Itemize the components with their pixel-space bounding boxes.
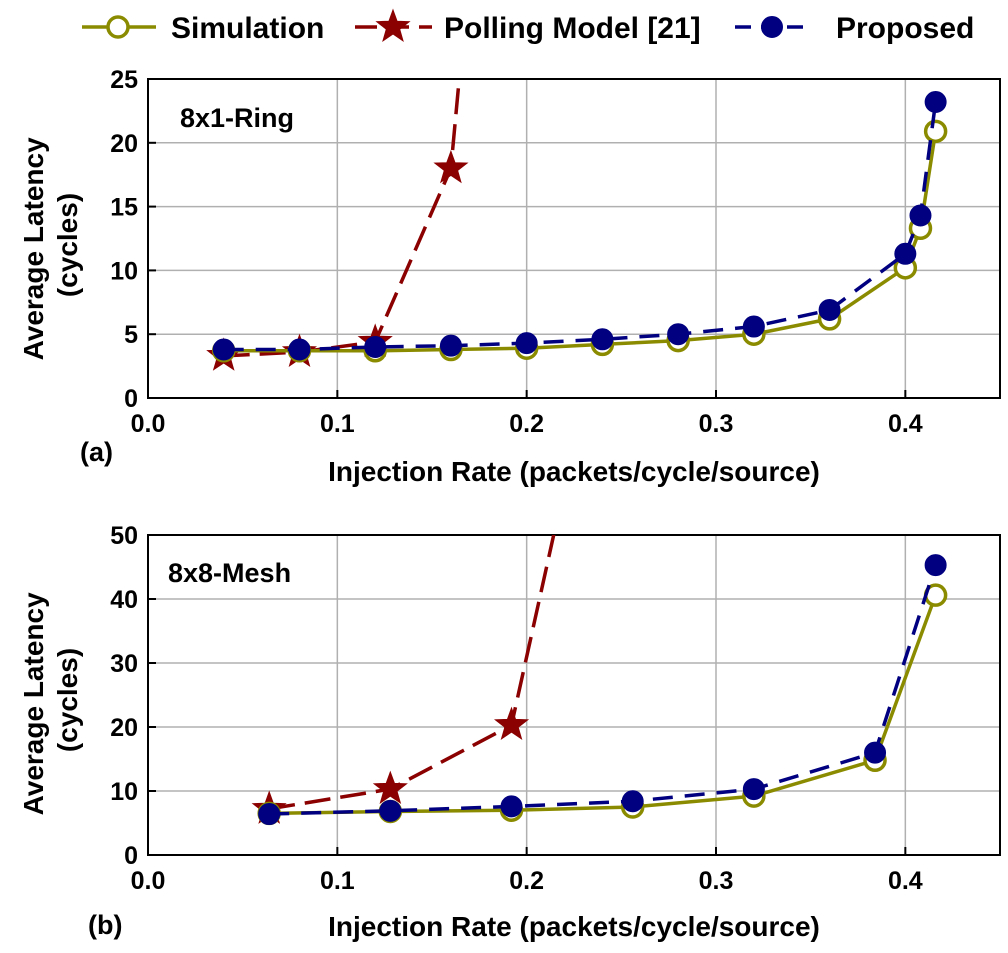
topology-label-a: 8x1-Ring (180, 103, 294, 133)
legend: Simulation Polling Model [21] Proposed (82, 8, 974, 45)
x-tick-label: 0.3 (699, 867, 734, 895)
data-point (494, 706, 530, 740)
series-proposed (212, 90, 947, 361)
y-tick-label: 0 (124, 385, 138, 413)
data-point (923, 119, 948, 144)
series-line (269, 594, 938, 816)
legend-label-polling-model: Polling Model [21] (444, 12, 701, 45)
axis-ticks-a: 0.0 0.1 0.2 0.3 0.4 0 5 10 15 20 25 (110, 66, 923, 438)
series-polling-model-21 (251, 535, 556, 824)
x-tick-label: 0.0 (131, 410, 166, 438)
y-tick-label: 5 (124, 321, 138, 349)
data-point (258, 803, 281, 826)
data-point (742, 315, 765, 338)
series-simulation (211, 119, 948, 363)
data-point (379, 799, 402, 822)
data-point (500, 795, 523, 818)
plot-frame-b (147, 534, 1001, 856)
series-proposed (258, 554, 947, 826)
axis-ticks-b: 0.0 0.1 0.2 0.3 0.4 0 10 20 30 40 50 (110, 522, 923, 895)
data-point (864, 741, 887, 764)
legend-marker-2 (761, 16, 783, 38)
x-tick-label: 0.1 (320, 867, 355, 895)
data-point (924, 554, 947, 577)
series-line (268, 535, 556, 811)
y-axis-title-b-line1: Average Latency (18, 592, 49, 815)
x-axis-title-b: Injection Rate (packets/cycle/source) (328, 911, 820, 942)
y-tick-label: 10 (110, 257, 138, 285)
y-axis-title-b-line2: (cycles) (52, 648, 83, 752)
data-point (288, 338, 311, 361)
y-tick-label: 25 (110, 66, 138, 94)
data-point (818, 298, 841, 321)
series-simulation (257, 583, 948, 826)
legend-polling-model: Polling Model [21] (355, 8, 701, 45)
y-axis-title-a-line2: (cycles) (52, 193, 83, 297)
data-point (439, 334, 462, 357)
data-point (372, 770, 408, 804)
y-axis-title-a-line1: Average Latency (18, 137, 49, 360)
series-b (251, 535, 948, 826)
data-point (433, 149, 469, 184)
grid-a (148, 79, 1000, 398)
data-point (364, 335, 387, 358)
y-tick-label: 30 (110, 650, 138, 678)
legend-label-simulation: Simulation (171, 12, 324, 45)
y-axis-title-a: Average Latency (cycles) (18, 130, 83, 361)
data-point (515, 332, 538, 355)
legend-label-proposed: Proposed (836, 12, 974, 45)
x-tick-label: 0.1 (320, 410, 355, 438)
data-point (742, 778, 765, 801)
data-point (212, 338, 235, 361)
x-tick-label: 0.3 (699, 410, 734, 438)
data-point (924, 90, 947, 113)
panel-label-b: (b) (88, 910, 122, 940)
series-a (206, 79, 948, 371)
panel-label-a: (a) (80, 437, 113, 467)
x-tick-label: 0.4 (888, 410, 923, 438)
grid-b (148, 535, 1000, 855)
data-point (621, 790, 644, 813)
topology-label-b: 8x8-Mesh (168, 558, 291, 588)
y-tick-label: 0 (124, 842, 138, 870)
data-point (909, 204, 932, 227)
legend-simulation: Simulation (82, 12, 324, 45)
x-tick-label: 0.0 (131, 867, 166, 895)
x-tick-label: 0.2 (509, 867, 544, 895)
legend-proposed: Proposed (735, 12, 974, 45)
chart-panel-a: 0.0 0.1 0.2 0.3 0.4 0 5 10 15 20 25 8x1-Ring (a) I… (18, 66, 1001, 487)
data-point (894, 242, 917, 265)
series-line (269, 564, 938, 816)
x-axis-title-a: Injection Rate (packets/cycle/source) (328, 456, 820, 487)
y-axis-title-b: Average Latency (cycles) (18, 585, 83, 816)
y-tick-label: 20 (110, 714, 138, 742)
data-point (591, 328, 614, 351)
data-point (667, 323, 690, 346)
plot-frame-a (147, 78, 1001, 399)
y-tick-label: 50 (110, 522, 138, 550)
legend-marker-1 (375, 8, 411, 42)
y-tick-label: 40 (110, 586, 138, 614)
x-tick-label: 0.2 (509, 410, 544, 438)
y-tick-label: 20 (110, 130, 138, 158)
y-tick-label: 15 (110, 194, 138, 222)
y-tick-label: 10 (110, 778, 138, 806)
legend-marker-0 (106, 15, 130, 39)
x-tick-label: 0.4 (888, 867, 923, 895)
